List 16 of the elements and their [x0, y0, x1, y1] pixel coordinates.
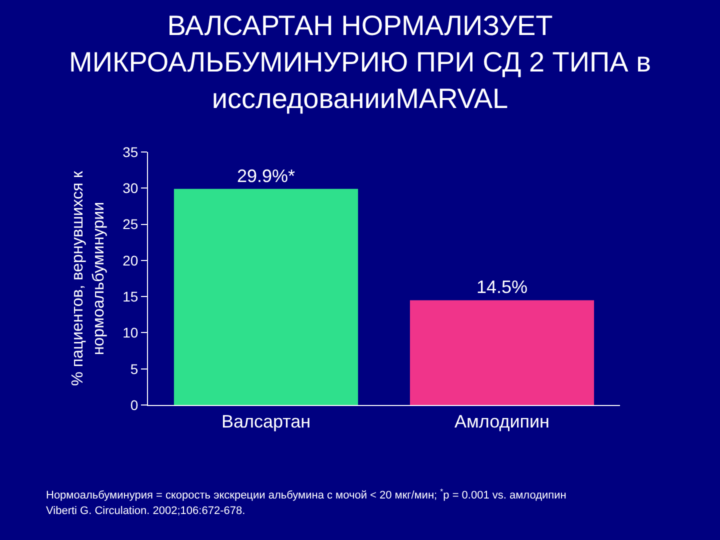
y-tick-label: 10 — [122, 324, 138, 341]
y-tick-label: 20 — [122, 252, 138, 268]
y-tick-label: 0 — [130, 396, 138, 413]
text: Viberti G. Circulation. 2002;106:672-678. — [46, 505, 246, 517]
y-axis-title: % пациентов, вернувшихся к нормоальбуминурии — [70, 170, 108, 386]
y-tick-label: 30 — [122, 180, 138, 196]
y-tick-label: 35 — [122, 144, 138, 160]
data-label: 29.9%* — [236, 166, 296, 186]
text: Нормоальбуминурия = скорость экскреции альбумина с мочой < 20 мкг/мин; $^{*}$p = 0.001 vs. амлодипин — [46, 487, 566, 502]
data-label: 14.5% — [476, 277, 528, 298]
y-tick-label: 25 — [122, 216, 138, 232]
y-tick-label: 5 — [130, 360, 138, 377]
chart-title: ВАЛСАРТАН НОРМАЛИЗУЕТ МИКРОАЛЬБУМИНУРИЮ ПРИ СД 2 ТИПА в исследованииMARVAL — [69, 10, 651, 114]
y-tick-label: 15 — [122, 288, 138, 304]
x-tick-label: Амлодипин — [454, 412, 550, 432]
x-tick-label: Валсартан — [221, 412, 311, 432]
